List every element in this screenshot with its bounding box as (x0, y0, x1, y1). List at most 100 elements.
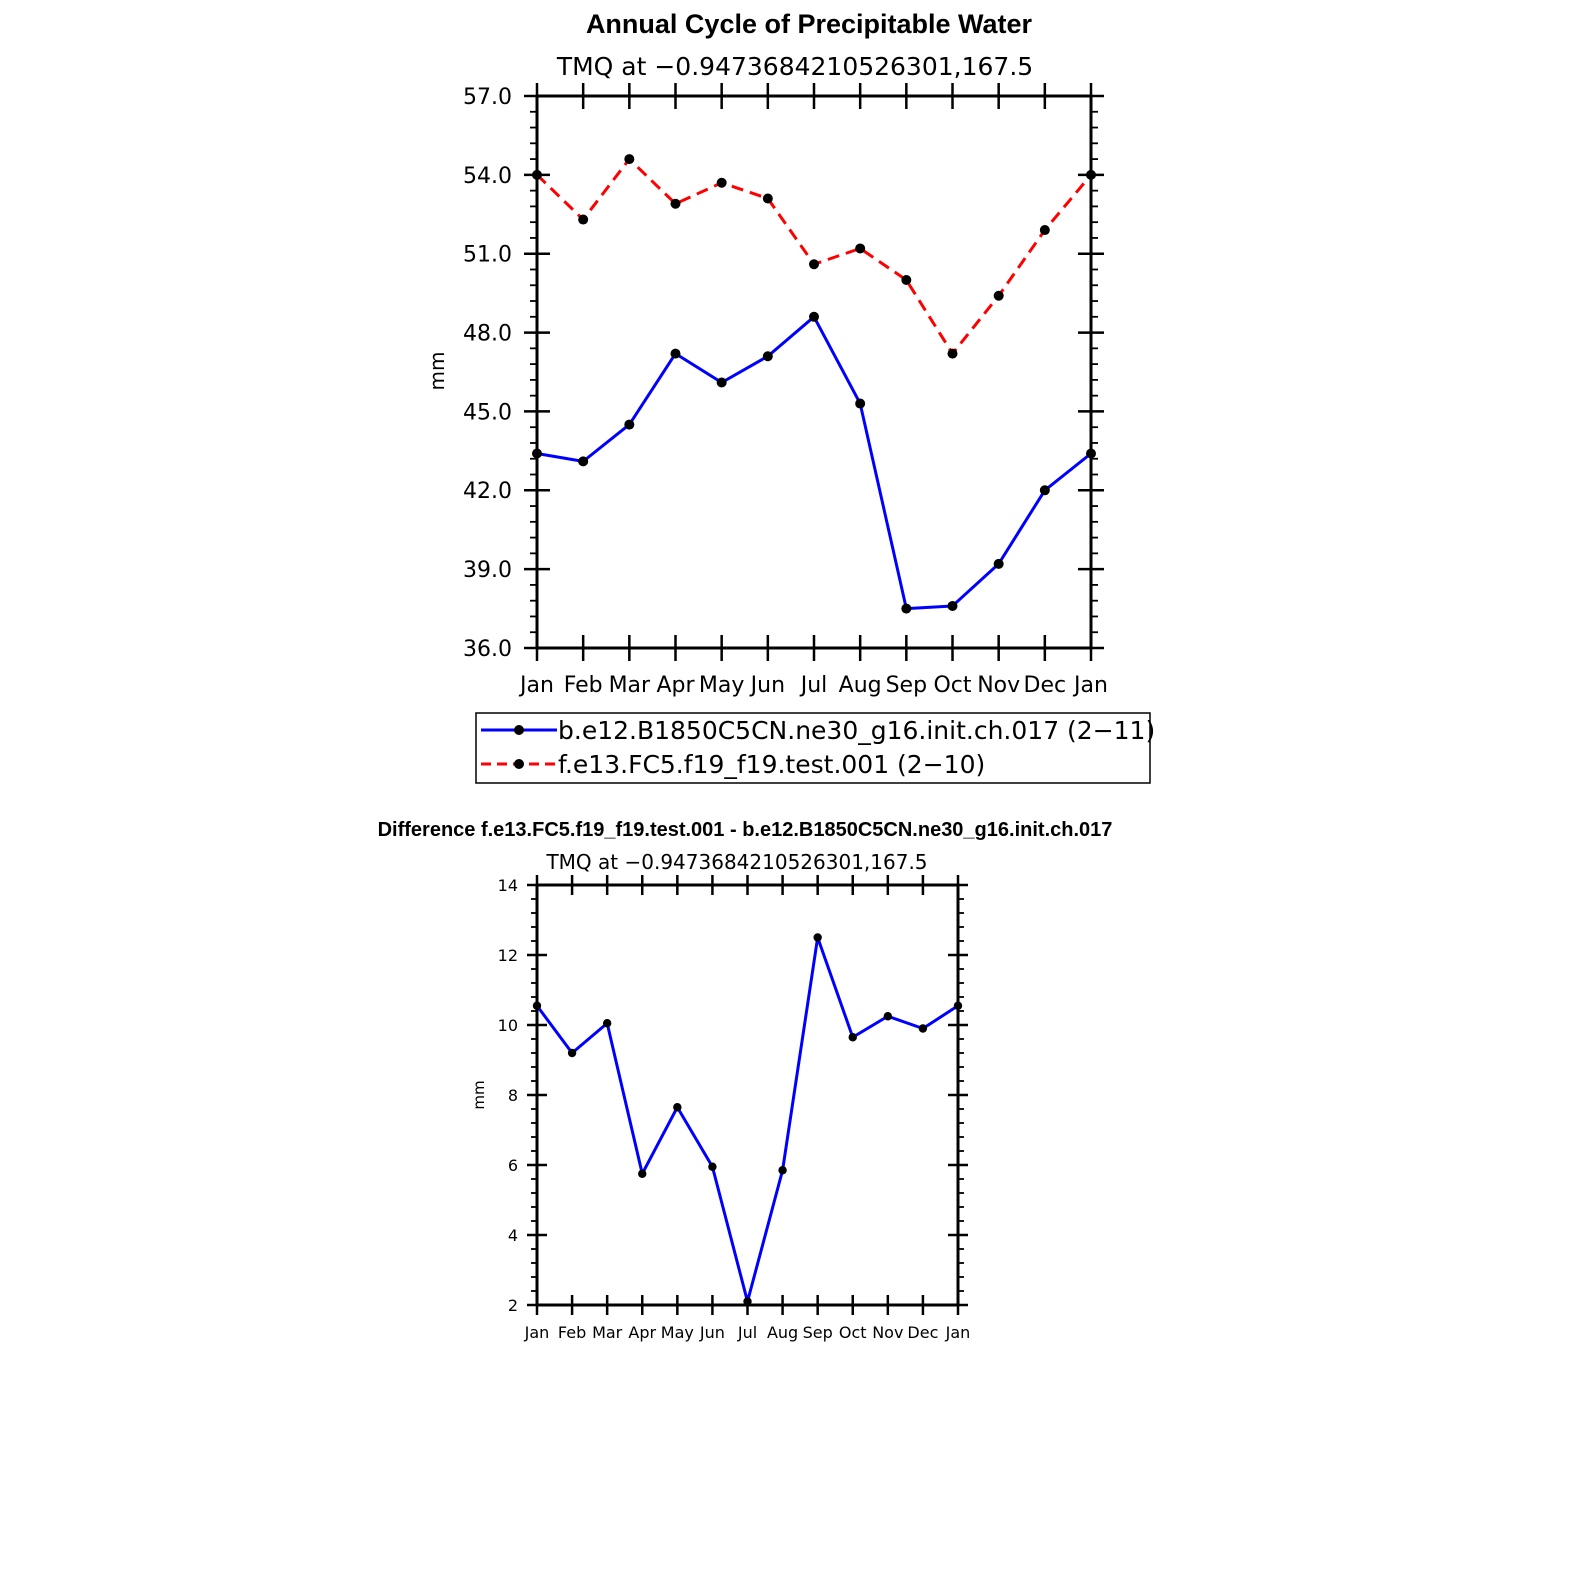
x-tick-label: Sep (886, 673, 927, 698)
x-tick-label: Mar (609, 673, 651, 698)
chart-title: Difference f.e13.FC5.f19_f19.test.001 - … (378, 819, 1113, 841)
x-tick-label: Aug (839, 673, 882, 698)
legend-label-red: f.e13.FC5.f19_f19.test.001 (2−10) (558, 750, 985, 779)
data-point (624, 154, 635, 165)
axes-ticks (527, 875, 968, 1315)
data-point (567, 1048, 577, 1058)
x-tick-label: Dec (1024, 673, 1067, 698)
y-tick-label: 51.0 (463, 243, 512, 268)
y-tick-label: 4 (508, 1226, 518, 1245)
x-tick-label: Oct (933, 673, 971, 698)
x-tick-label: Jun (699, 1323, 725, 1342)
y-tick-label: 45.0 (463, 400, 512, 425)
plot-frame (535, 94, 1093, 650)
legend-marker-red (514, 759, 524, 769)
legend: b.e12.B1850C5CN.ne30_g16.init.ch.017 (2−… (475, 712, 1155, 784)
x-tick-label: Jan (1072, 673, 1108, 698)
x-tick-label: Nov (872, 1323, 903, 1342)
y-tick-label: 2 (508, 1296, 518, 1315)
data-point (578, 214, 589, 225)
x-tick-label: Jan (945, 1323, 971, 1342)
x-tick-label: Apr (628, 1323, 656, 1342)
data-point (762, 351, 773, 362)
x-tick-labels: Jan Feb Mar Apr May Jun Jul Aug Sep Oct Nov Dec Jan (524, 1323, 971, 1342)
data-point (918, 1024, 928, 1033)
data-point (809, 311, 819, 322)
y-tick-label: 14 (498, 876, 518, 895)
y-tick-labels: 36.0 39.0 42.0 45.0 48.0 51.0 54.0 57.0 (463, 85, 512, 662)
chart-title: Annual Cycle of Precipitable Water (586, 9, 1033, 39)
data-point (1039, 485, 1050, 496)
x-tick-label: Jul (737, 1323, 757, 1342)
data-point (848, 1033, 857, 1042)
x-tick-labels: Jan Feb Mar Apr May Jun Jul Aug Sep Oct Nov Dec Jan (518, 673, 1108, 698)
legend-entry-red: f.e13.FC5.f19_f19.test.001 (2−10) (481, 750, 985, 779)
data-point (1039, 225, 1050, 236)
data-point (602, 1019, 612, 1028)
data-series (532, 154, 1096, 614)
x-tick-label: Feb (558, 1323, 586, 1342)
data-point (670, 348, 681, 359)
y-tick-label: 36.0 (463, 637, 512, 662)
data-point (855, 398, 866, 409)
y-tick-label: 12 (498, 946, 518, 965)
data-point (578, 456, 589, 467)
y-tick-label: 42.0 (463, 479, 512, 504)
data-point (670, 198, 681, 209)
axes-ticks (524, 83, 1104, 661)
y-tick-label: 6 (508, 1156, 518, 1175)
difference-chart: Difference f.e13.FC5.f19_f19.test.001 - … (378, 819, 1113, 1342)
annual-cycle-chart: Annual Cycle of Precipitable Water TMQ a… (425, 9, 1108, 698)
legend-box (475, 712, 1151, 784)
data-point (813, 933, 822, 942)
data-series (532, 933, 963, 1306)
x-tick-label: Aug (767, 1323, 798, 1342)
data-point (901, 275, 912, 285)
x-tick-label: May (699, 673, 744, 698)
data-point (993, 558, 1004, 569)
data-point (809, 259, 819, 270)
y-tick-label: 57.0 (463, 85, 512, 110)
legend-marker-blue (514, 725, 524, 735)
data-point (673, 1103, 682, 1112)
series-line-0 (535, 936, 959, 1303)
data-point (947, 348, 958, 359)
series-line-1 (535, 157, 1093, 356)
x-tick-label: Jan (518, 673, 554, 698)
data-point (716, 377, 727, 388)
x-tick-label: Apr (656, 673, 695, 698)
y-tick-labels: 2 4 6 8 10 12 14 (498, 876, 518, 1315)
y-axis-label: mm (425, 352, 449, 391)
x-tick-label: Feb (564, 673, 603, 698)
x-tick-label: May (661, 1323, 694, 1342)
series-line-0 (536, 315, 1092, 611)
data-point (883, 1012, 893, 1021)
x-tick-label: Dec (907, 1323, 938, 1342)
y-tick-label: 54.0 (463, 164, 512, 189)
x-tick-label: Nov (977, 673, 1020, 698)
data-point (638, 1169, 647, 1178)
y-tick-label: 10 (498, 1016, 518, 1035)
chart-subtitle: TMQ at −0.9473684210526301,167.5 (545, 850, 927, 874)
data-point (778, 1166, 787, 1175)
x-tick-label: Jul (799, 673, 828, 698)
data-point (708, 1162, 717, 1171)
y-tick-label: 8 (508, 1086, 518, 1105)
data-point (624, 419, 635, 430)
x-tick-label: Oct (839, 1323, 867, 1342)
plot-frame (535, 883, 960, 1307)
x-tick-label: Jan (524, 1323, 550, 1342)
y-tick-label: 39.0 (463, 558, 512, 583)
data-point (901, 603, 912, 614)
y-tick-label: 48.0 (463, 321, 512, 346)
x-tick-label: Jun (749, 673, 785, 698)
data-point (855, 243, 866, 254)
x-tick-label: Sep (803, 1323, 833, 1342)
legend-label-blue: b.e12.B1850C5CN.ne30_g16.init.ch.017 (2−… (558, 716, 1155, 745)
data-point (762, 193, 773, 204)
data-point (993, 290, 1004, 301)
y-axis-label: mm (470, 1080, 488, 1109)
data-point (716, 177, 727, 188)
chart-subtitle: TMQ at −0.9473684210526301,167.5 (556, 52, 1033, 81)
